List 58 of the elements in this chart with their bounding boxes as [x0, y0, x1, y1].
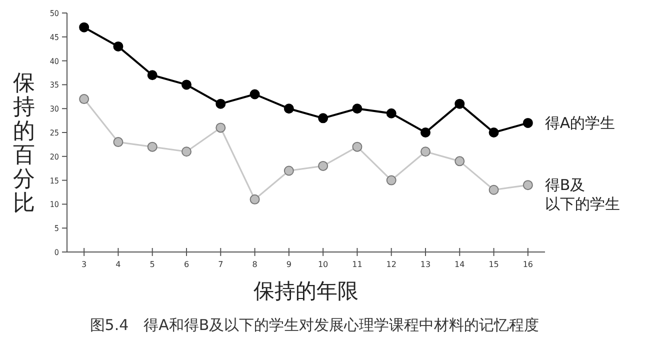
y-tick-label: 5 — [54, 224, 59, 234]
x-tick-label: 4 — [116, 260, 121, 269]
x-tick-label: 16 — [522, 260, 534, 269]
y-tick-label: 25 — [50, 128, 59, 138]
x-tick-label: 11 — [352, 260, 362, 269]
x-tick-label: 6 — [184, 260, 190, 269]
point — [454, 156, 465, 166]
point — [147, 70, 158, 80]
x-tick-label: 12 — [386, 260, 396, 269]
y-tick-label: 15 — [50, 176, 59, 186]
x-tick-label: 13 — [420, 260, 431, 269]
point — [522, 118, 533, 128]
x-axis-title: 保持的年限 — [254, 279, 358, 303]
point — [488, 184, 499, 195]
point — [386, 175, 396, 186]
point — [147, 142, 158, 152]
series-label: 得B及以下的学生 — [544, 176, 620, 214]
point — [182, 146, 192, 157]
point — [420, 128, 430, 138]
x-tick-label: 9 — [286, 260, 292, 269]
point — [386, 108, 396, 118]
caption: 图5.4 得A和得B及以下的学生对发展心理学课程中材料的记忆程度 — [90, 316, 540, 334]
point — [488, 128, 499, 138]
x-tick-label: 10 — [318, 260, 328, 269]
point — [318, 160, 328, 171]
y-tick-label: 50 — [50, 9, 60, 18]
point — [250, 89, 260, 100]
series-label: 得A的学生 — [544, 114, 616, 132]
y-tick-label: 40 — [50, 56, 60, 66]
x-tick-label: 14 — [454, 260, 465, 269]
y-axis-title: 保持的百分比 — [13, 71, 35, 216]
point — [250, 194, 260, 204]
x-tick-label: 8 — [252, 260, 258, 269]
point — [113, 137, 124, 148]
y-tick-label: 20 — [50, 152, 60, 162]
point — [352, 104, 362, 114]
point — [420, 146, 430, 157]
x-tick-label: 3 — [82, 260, 87, 269]
point — [216, 98, 226, 109]
point — [79, 94, 90, 104]
point — [284, 166, 294, 176]
point — [352, 142, 362, 152]
y-tick-label: 0 — [54, 248, 60, 257]
y-tick-label: 10 — [50, 200, 60, 210]
point — [182, 80, 192, 90]
point — [318, 113, 328, 124]
x-tick-label: 5 — [150, 260, 155, 269]
point — [216, 122, 226, 133]
y-tick-label: 45 — [50, 32, 59, 42]
x-tick-label: 7 — [218, 260, 224, 269]
point — [522, 180, 533, 190]
point — [113, 41, 124, 52]
x-tick-label: 15 — [488, 260, 499, 269]
point — [454, 98, 465, 109]
y-tick-label: 30 — [50, 104, 60, 114]
y-tick-label: 35 — [50, 80, 59, 90]
point — [284, 104, 294, 114]
point — [79, 22, 90, 32]
